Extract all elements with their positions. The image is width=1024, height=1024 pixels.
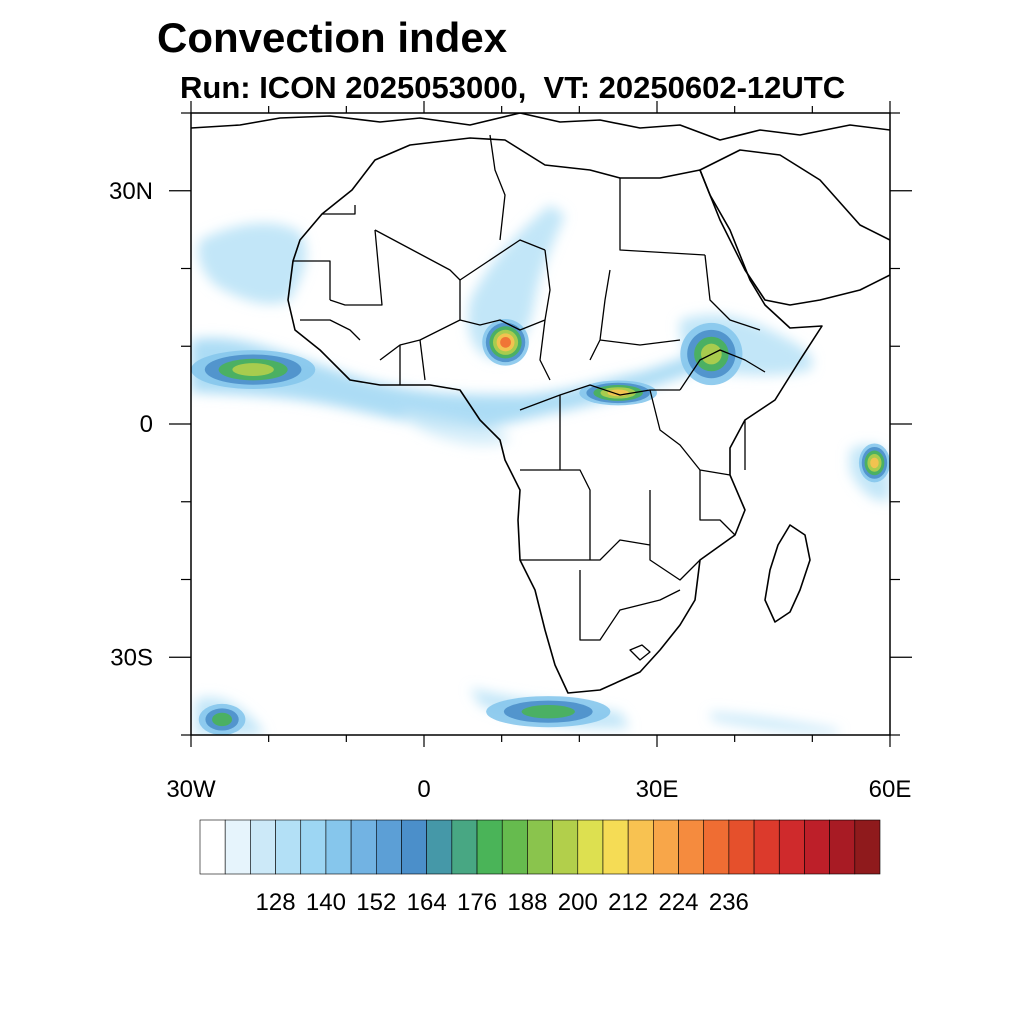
coastlines-and-borders [191, 113, 890, 694]
gulf-of-guinea-band [400, 410, 509, 446]
colorbar-swatch [501, 819, 528, 875]
colorbar-label: 212 [608, 889, 648, 916]
colorbar [199, 819, 881, 875]
colorbar-label: 236 [709, 889, 749, 916]
colorbar-swatch [728, 819, 755, 875]
colorbar-swatch [627, 819, 654, 875]
atlantic-northwest [198, 223, 307, 305]
colorbar-swatch [804, 819, 830, 875]
lon-tick-label: 30E [636, 776, 679, 803]
colorbar-swatch [250, 819, 276, 875]
convection-contour [607, 389, 629, 397]
country-borders [293, 134, 766, 661]
africa-coastline [287, 137, 823, 694]
convection-cells [191, 319, 890, 735]
colorbar-label: 176 [457, 889, 497, 916]
arabia-coastline [699, 149, 890, 306]
convection-contour [521, 705, 575, 719]
colorbar-swatch [375, 819, 402, 875]
colorbar-swatch [778, 819, 805, 875]
colorbar-swatch [527, 819, 553, 875]
cell-sw-corner [198, 703, 246, 735]
cell-atlantic-itcz [191, 350, 316, 390]
colorbar-label: 200 [558, 889, 598, 916]
colorbar-swatch [275, 819, 302, 875]
colorbar-label: 140 [306, 889, 346, 916]
cell-south-atlantic [486, 696, 611, 728]
colorbar-swatch [426, 819, 453, 875]
colorbar-swatch [602, 819, 629, 875]
madagascar-coastline [764, 524, 811, 623]
colorbar-swatch [300, 819, 327, 875]
lon-tick-label: 0 [417, 776, 430, 803]
axis-ticks [169, 101, 912, 747]
colorbar-swatch [653, 819, 679, 875]
colorbar-swatch [350, 819, 377, 875]
colorbar-swatch [678, 819, 705, 875]
cell-central-africa [579, 380, 658, 406]
colorbar-swatch [753, 819, 780, 875]
lon-tick-label: 30W [166, 776, 216, 803]
colorbar-labels: 128 140 152 164 176 188 200 212 224 236 [256, 889, 749, 916]
colorbar-swatch [703, 819, 730, 875]
cell-nigeria [482, 319, 529, 366]
map-frame [190, 112, 891, 736]
colorbar-label: 224 [658, 889, 698, 916]
colorbar-swatch [325, 819, 352, 875]
axis-tick-labels: 30N 0 30S 30W 0 30E 60E [109, 178, 911, 803]
chart-subtitle: Run: ICON 2025053000, VT: 20250602-12UTC [180, 70, 846, 105]
convection-field [191, 205, 890, 735]
colorbar-label: 152 [356, 889, 396, 916]
lat-tick-label: 30S [110, 644, 153, 671]
convection-contour [212, 712, 233, 727]
colorbar-swatch [577, 819, 604, 875]
lat-tick-label: 30N [109, 178, 153, 205]
colorbar-swatch [199, 819, 226, 875]
colorbar-label: 128 [256, 889, 296, 916]
convection-contour [500, 336, 511, 348]
convection-contour [870, 457, 879, 469]
europe-coastline [191, 113, 890, 141]
chart-title: Convection index [157, 14, 508, 61]
cell-mozambique-channel [858, 443, 890, 483]
colorbar-swatch [401, 819, 427, 875]
convection-contour [232, 363, 274, 377]
colorbar-label: 164 [407, 889, 447, 916]
lat-tick-label: 0 [140, 411, 153, 438]
colorbar-swatch [552, 819, 579, 875]
colorbar-swatch [854, 819, 881, 875]
colorbar-swatch [476, 819, 503, 875]
colorbar-swatch [829, 819, 856, 875]
southeast-band [710, 712, 840, 735]
colorbar-label: 188 [507, 889, 547, 916]
lon-tick-label: 60E [869, 776, 912, 803]
colorbar-swatch [224, 819, 251, 875]
sahara-band [468, 205, 565, 360]
colorbar-swatch [451, 819, 478, 875]
